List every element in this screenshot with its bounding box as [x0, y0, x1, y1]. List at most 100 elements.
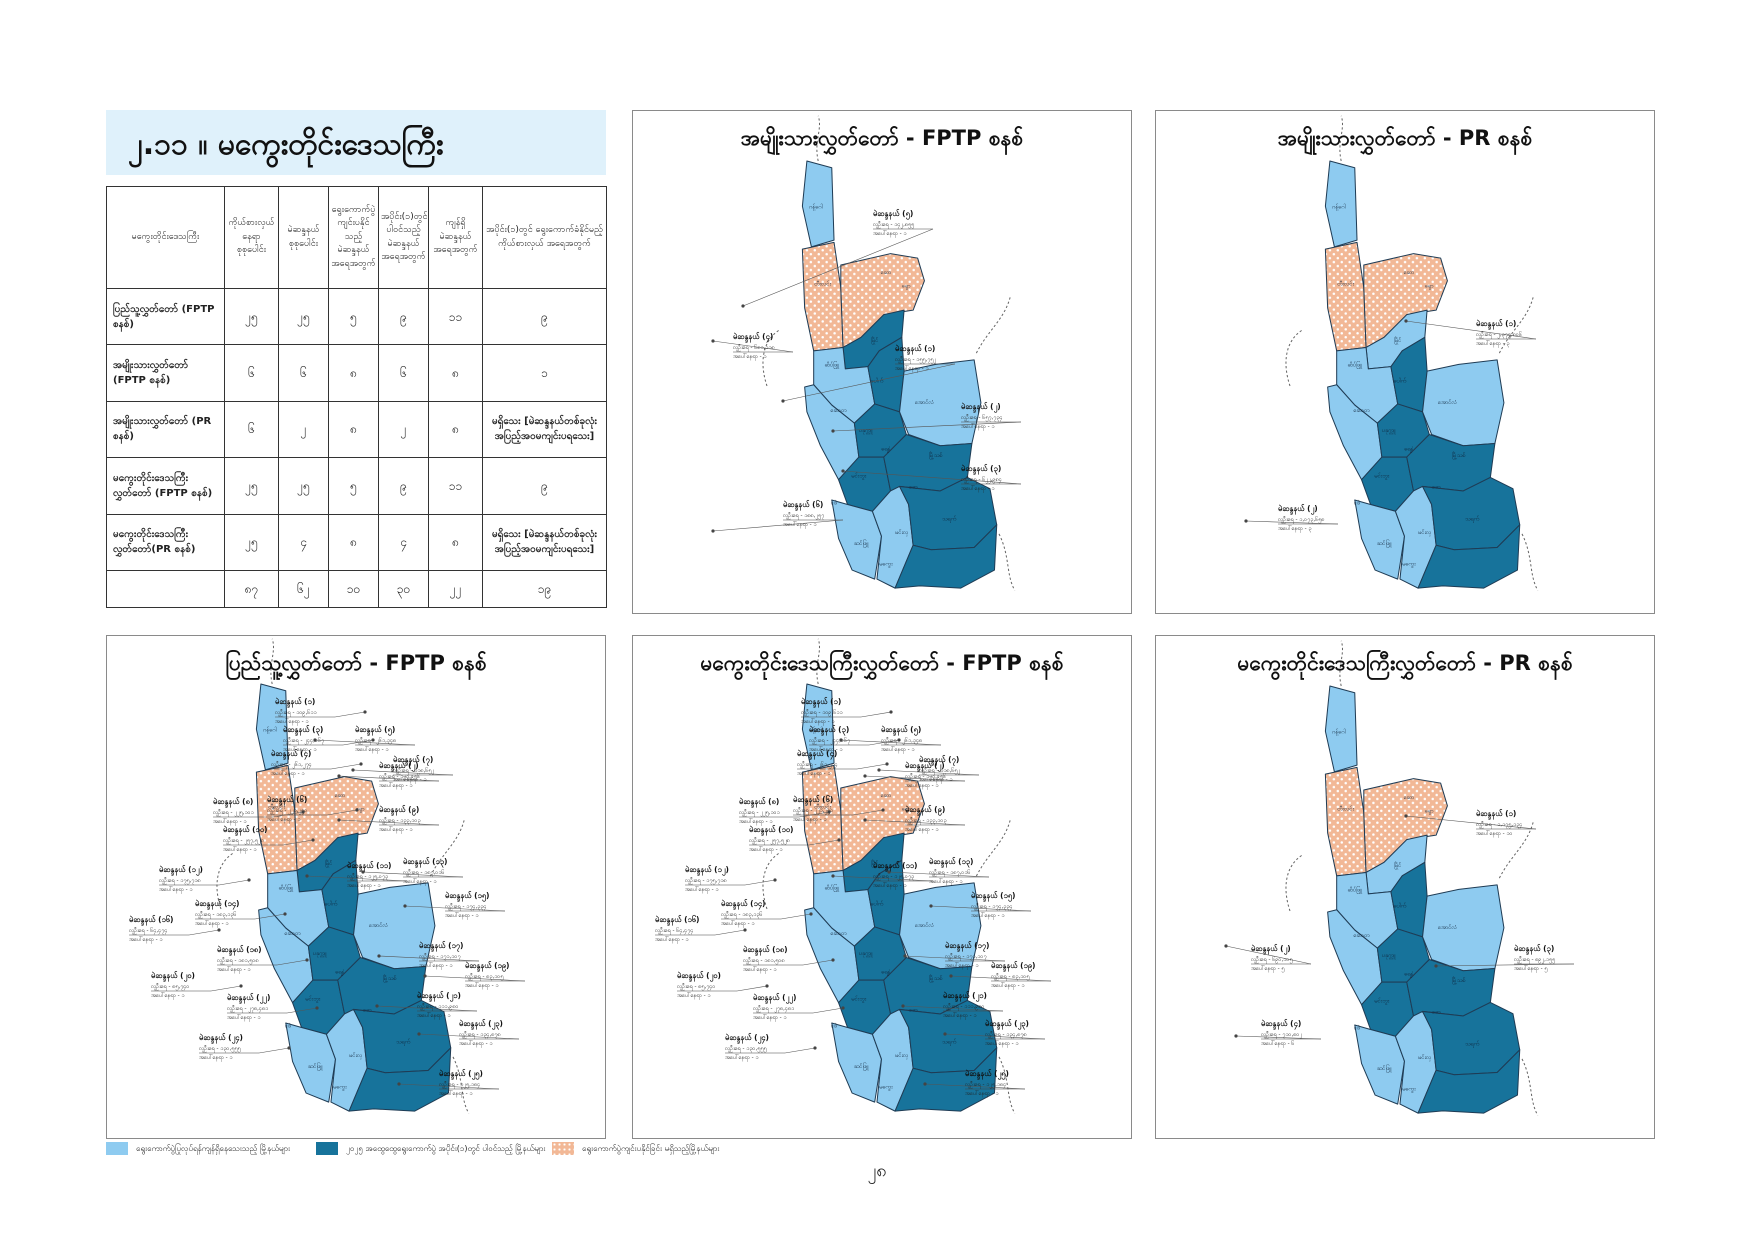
callout-seats: အပေါ်နေရာ - ၁ [919, 775, 952, 784]
callout-constituency: မဲဆန္ဒနယ် (၂) [905, 761, 945, 772]
callout-seats: အပေါ်နေရာ - ၁ [725, 1053, 758, 1062]
callout-seats: အပေါ်နေရာ - ၁ [439, 1089, 472, 1098]
callout-seats: အပေါ်နေရာ - ၃ [1476, 339, 1509, 348]
table-cell: ၂၅ [278, 457, 329, 515]
callout-dot [831, 958, 835, 962]
callout-dot [813, 1046, 817, 1050]
callout-dot [863, 774, 867, 778]
callout-seats: အပေါ်နေရာ - ၅ [1251, 964, 1284, 973]
callout-seats: အပေါ်နေရာ - ၁ [739, 817, 772, 826]
township-label: ပေါက် [871, 376, 884, 384]
table-cell: ၅ [328, 287, 379, 346]
township-label: ဆိပ်ဖြူ [1348, 885, 1364, 895]
callout-dot [313, 738, 317, 742]
callout-leader [842, 470, 1022, 485]
map-title: အမျိုးသားလွှတ်တော် - PR စနစ် [1277, 126, 1533, 150]
callout-population: လူဦးရေ - ၁၂၅,၀၇၃ [873, 872, 914, 881]
township-label: ပေါက် [871, 899, 884, 907]
township-label: ဆိပ်ဖြူ [279, 883, 295, 893]
map-svg: ဂန့်ဂေါတီးလင်း ဆောရှောမြိုင်ဆိပ်ဖြူပေါက်ဆ… [655, 638, 1052, 1114]
region-east [1422, 884, 1505, 972]
table-cell: ၈ [428, 513, 483, 571]
boundary-line [998, 533, 1016, 591]
callout-dot [903, 954, 907, 958]
callout-seats: အပေါ်နေရာ - ၅ [1514, 964, 1547, 973]
township-label: ရှော [1425, 809, 1434, 816]
township-label: ဆိပ်ဖြူ [825, 360, 841, 370]
callout-constituency: မဲဆန္ဒနယ် (၉) [905, 805, 945, 816]
township-label: မကွေး [1402, 1087, 1416, 1094]
callout-population: လူဦးရေ - ၁၈၁,၅၀၈ [743, 956, 785, 965]
callout-dot [923, 1082, 927, 1086]
callout-seats: အပေါ်နေရာ - ၁ [129, 935, 162, 944]
callout-leader [832, 875, 934, 882]
callout-constituency: မဲဆန္ဒနယ် (၃) [283, 725, 323, 736]
table-cell: ၈ [328, 513, 379, 571]
callout-seats: အပေါ်နေရာ - ၁ [403, 877, 436, 886]
callout-leader [188, 929, 220, 936]
township-label: ပခုက္ကူ [859, 951, 874, 958]
callout-leader [1245, 520, 1339, 525]
callout-dot [1434, 964, 1438, 968]
callout-leader [276, 959, 308, 966]
township-label: ဆောတ [284, 931, 300, 937]
callout-population: လူဦးရေ - ၁၈၃,၁၃၆ [721, 910, 763, 919]
township-label: ဂန့်ဂေါ [1332, 202, 1345, 211]
callout-population: လူဦးရေ - ၂၅၇,၅၂၈ [223, 836, 264, 845]
boundary-line [1339, 640, 1343, 687]
township-label: ဆင်ဖြူ [854, 1061, 870, 1071]
callout-leader [306, 875, 408, 882]
callout-dot [397, 1082, 401, 1086]
callout-seats: အပေါ်နေရာ - ၁ [783, 520, 816, 529]
township-label: ရေနံ [335, 968, 344, 976]
region-south1 [285, 1022, 336, 1103]
callout-constituency: မဲဆန္ဒနယ် (၁၆) [655, 915, 700, 926]
callout-leader [424, 975, 526, 982]
callout-dot [305, 874, 309, 878]
callout-leader [404, 905, 506, 912]
callout-leader [1435, 963, 1575, 967]
callout-constituency: မဲဆန္ဒနယ် (၂၅) [439, 1069, 483, 1080]
callout-dot [1224, 944, 1228, 948]
table-cell: ၉ [482, 287, 607, 346]
callout-population: လူဦးရေ - ၁၃၃,၁၀၃ [905, 816, 947, 825]
callout-leader [742, 228, 934, 307]
callout-leader [832, 421, 1022, 432]
table-cell: ၂၅ [278, 287, 329, 346]
district-callout: မဲဆန္ဒနယ် (၂)လူဦးရေ - ၁,၀၇၃,၆၅၈အပေါ်နေရာ… [1244, 504, 1339, 533]
callout-constituency: မဲဆန္ဒနယ် (၂) [1251, 944, 1291, 955]
callout-population: လူဦးရေ - ၂၂၅,၁၀၁ [213, 808, 254, 817]
district-callout: မဲဆန္ဒနယ် (၁၅)လူဦးရေ - ၁၇၄,၃၃၄အပေါ်နေရာ … [403, 891, 506, 920]
callout-population: လူဦးရေ - ၈၃,၁၀၅ [991, 972, 1030, 981]
township-label: ပေါက် [1394, 901, 1407, 909]
callout-constituency: မဲဆန္ဒနယ် (၁၉) [991, 961, 1036, 972]
summary-table: မကွေးတိုင်းဒေသကြီး ကိုယ်စားလှယ် နေရာ စုစ… [106, 186, 607, 609]
callout-dot [881, 808, 885, 812]
callout-constituency: မဲဆန္ဒနယ် (၆) [793, 795, 833, 806]
callout-leader [334, 711, 366, 718]
table-cell: ၂၅ [224, 513, 279, 571]
callout-seats: အပေါ်နေရာ - ၁ [223, 845, 256, 854]
callout-leader [338, 775, 440, 782]
township-label: ဆော [1404, 795, 1415, 801]
map-panel-regional-pr: ဂန့်ဂေါ တီးလင်း ဆော ရှော မြိုင် ဆိပ်ဖြူ ပေါက်ဆ… [1155, 635, 1655, 1139]
callout-dot [305, 958, 309, 962]
callout-leader [218, 879, 250, 886]
township-label: ဆိပ်ဖြူ [1348, 360, 1364, 370]
map-svg: ဂန့်ဂေါတီးလင်း ဆောရှောမြိုင်ဆိပ်ဖြူပေါက်ဆ… [129, 638, 526, 1114]
table-cell-note: မရှိသေး [မဲဆန္ဒနယ်တစ်ခုလုံး အပြည့်အဝမကျင… [482, 513, 607, 571]
township-label: ရေနံ [881, 968, 890, 976]
callout-seats: အပေါ်နေရာ - ၁ [151, 991, 184, 1000]
table-cell: ၈ [328, 344, 379, 402]
boundary-line [975, 819, 1011, 877]
callout-seats: အပေါ်နေရာ - ၁ [271, 769, 304, 778]
callout-seats: အပေါ်နေရာ - ၁ [355, 745, 388, 754]
callout-leader [1405, 815, 1537, 830]
callout-seats: အပေါ်နေရာ - ၁ [419, 961, 452, 970]
district-callout: မဲဆန္ဒနယ် (၁၂)လူဦးရေ - ၁၇၅,၇၁၈အပေါ်နေရာ … [685, 865, 777, 894]
